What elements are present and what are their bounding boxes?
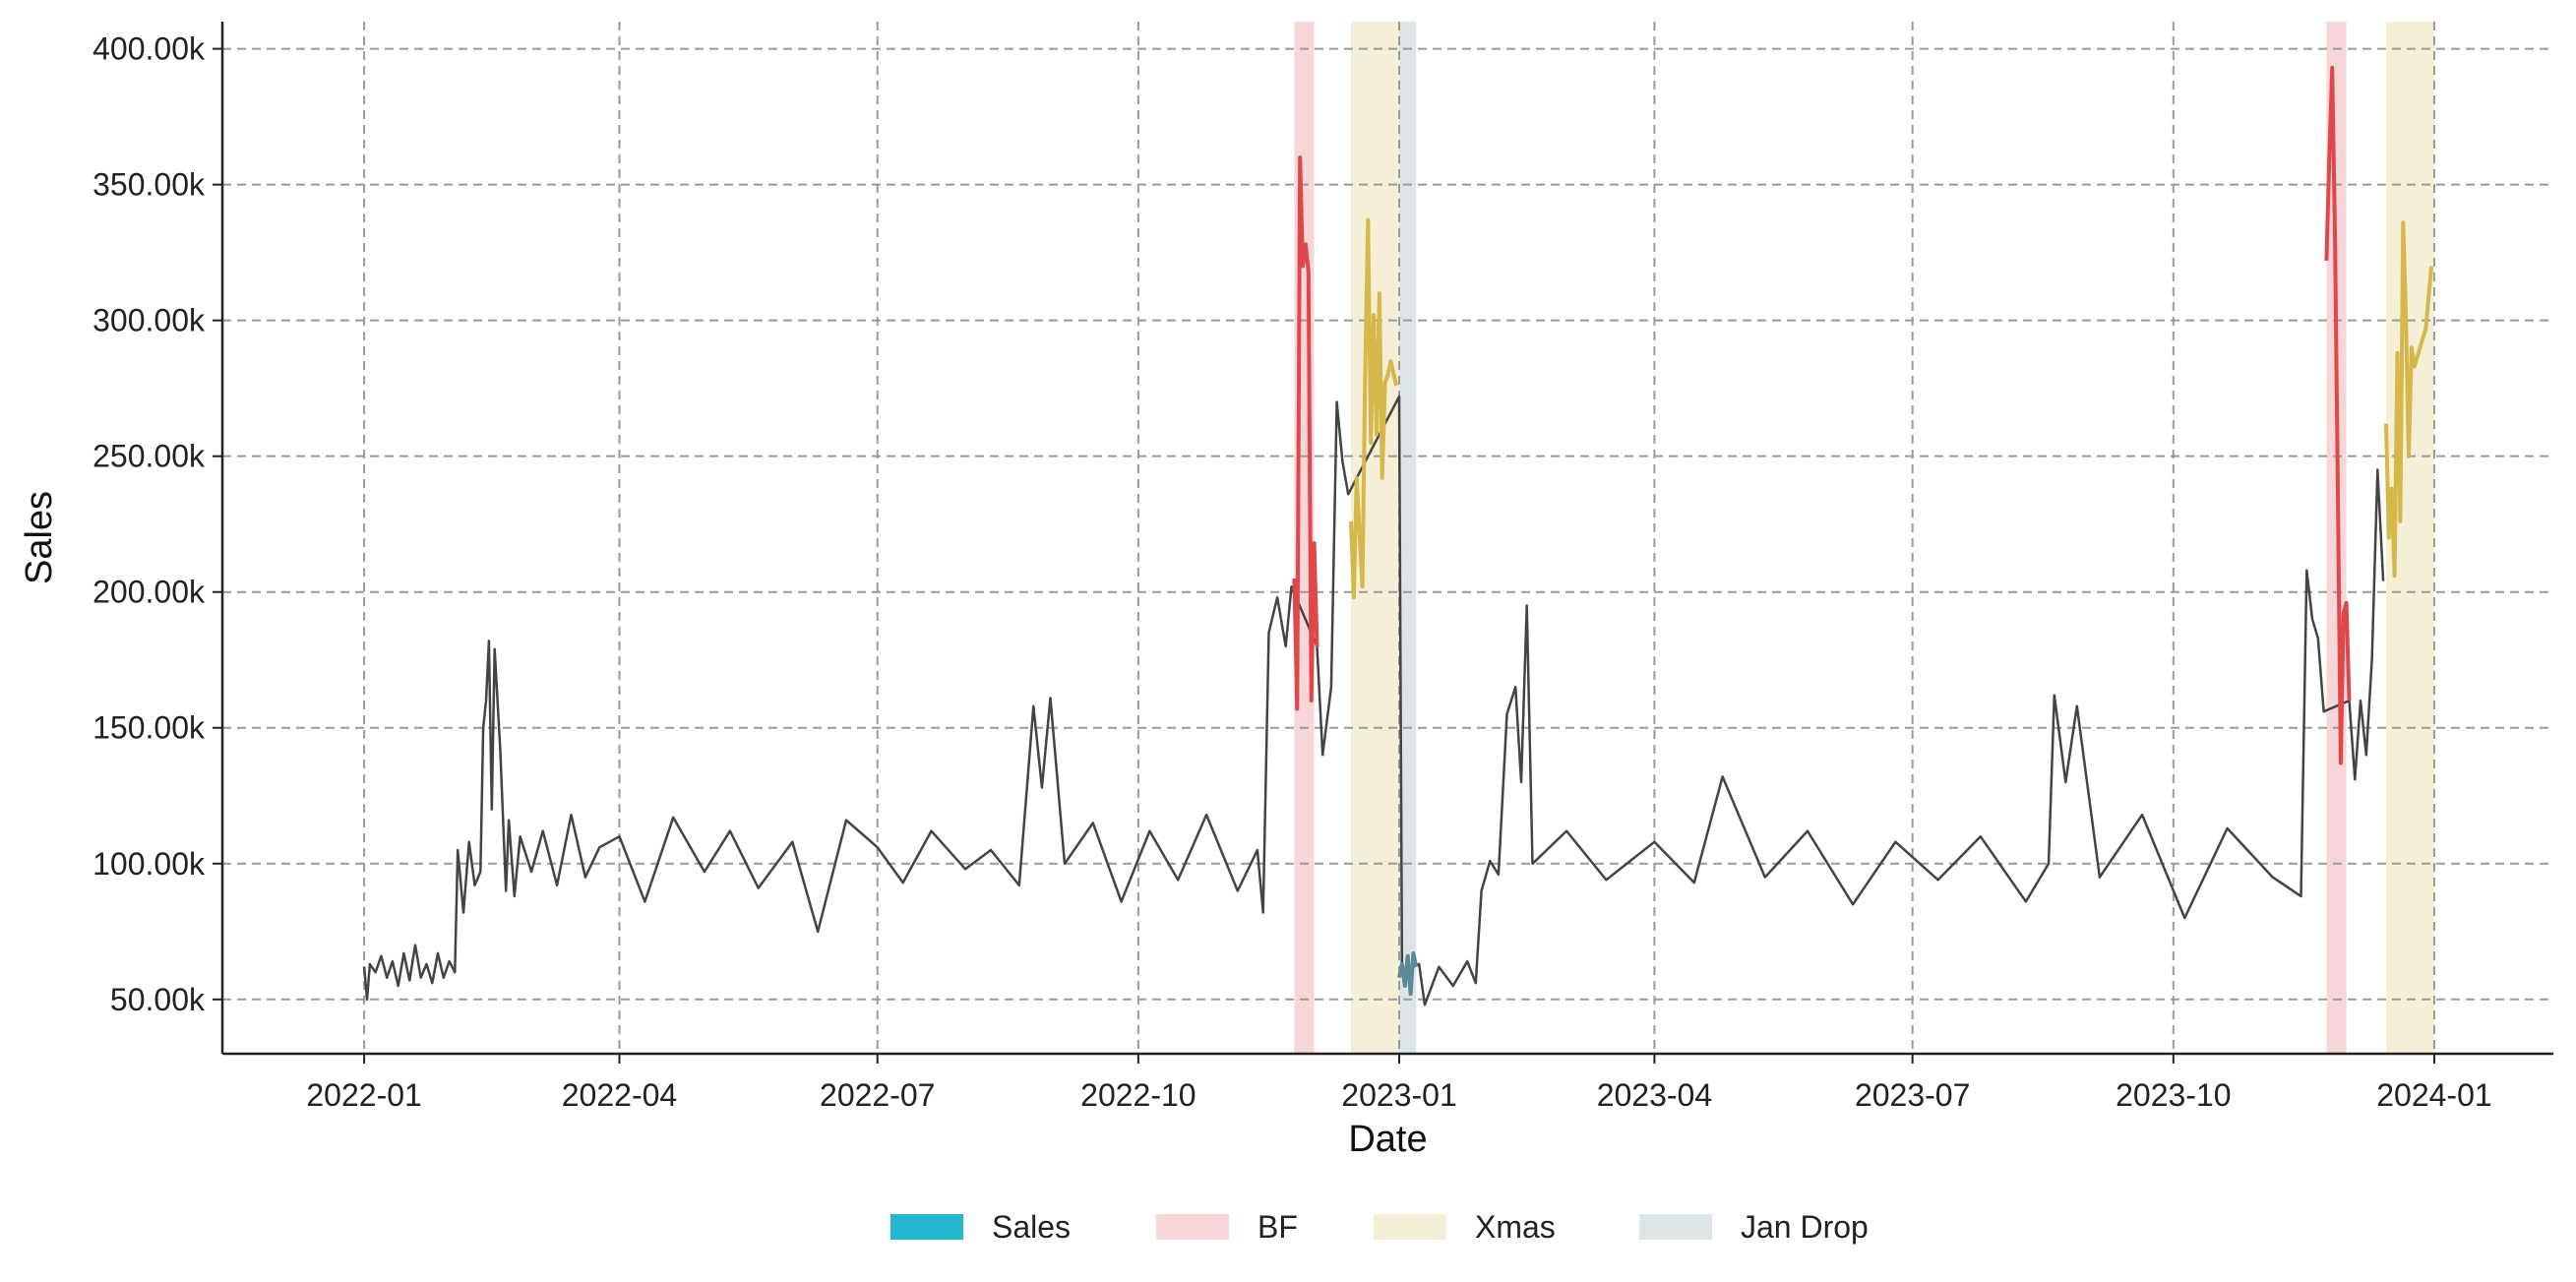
legend-swatch-sales [890, 1214, 963, 1240]
y-tick-label-3: 200.00k [92, 575, 206, 610]
legend-label-sales: Sales [992, 1209, 1071, 1245]
x-tick-label-0: 2022-01 [306, 1077, 421, 1113]
y-tick-labels: 50.00k 100.00k 150.00k 200.00k 250.00k 300.00… [92, 31, 222, 1017]
legend: Sales BF Xmas Jan Drop [890, 1209, 1869, 1245]
y-tick-label-1: 100.00k [92, 846, 206, 882]
x-tick-labels: 2022-01 2022-04 2022-07 2022-10 2023-01 2023-… [306, 1054, 2492, 1113]
x-tick-label-2: 2022-07 [820, 1077, 935, 1113]
legend-label-xmas: Xmas [1475, 1209, 1556, 1245]
series-lines [362, 65, 2434, 1007]
x-tick-label-5: 2023-04 [1597, 1077, 1712, 1113]
highlight-bands [1294, 22, 2434, 1054]
series-line-xmas-5 [2384, 220, 2434, 579]
y-tick-label-5: 300.00k [92, 303, 206, 338]
series-line-xmas-2 [1349, 217, 1399, 600]
y-tick-label-0: 50.00k [110, 982, 206, 1017]
x-tick-label-7: 2023-10 [2116, 1077, 2231, 1113]
y-tick-label-4: 250.00k [92, 439, 206, 474]
x-tick-label-1: 2022-04 [562, 1077, 677, 1113]
legend-swatch-xmas [1374, 1214, 1446, 1240]
series-line-bf-4 [2324, 65, 2352, 765]
legend-swatch-bf [1156, 1214, 1229, 1240]
x-tick-label-6: 2023-07 [1855, 1077, 1970, 1113]
series-line-bf-1 [1292, 155, 1319, 711]
y-tick-label-7: 400.00k [92, 31, 206, 67]
legend-label-bf: BF [1257, 1209, 1298, 1245]
series-line-jan-drop-3 [1397, 950, 1419, 997]
legend-swatch-jan-drop [1639, 1214, 1712, 1240]
gridlines [222, 22, 2553, 1054]
x-tick-label-4: 2023-01 [1341, 1077, 1456, 1113]
axes [220, 22, 2553, 1056]
x-tick-label-8: 2024-01 [2376, 1077, 2491, 1113]
y-axis-title: Sales [19, 491, 60, 584]
y-tick-label-6: 350.00k [92, 167, 206, 203]
series-line-sales-0 [362, 395, 2385, 1007]
x-tick-label-3: 2022-10 [1080, 1077, 1196, 1113]
band-jan-drop-2 [1399, 22, 1417, 1054]
x-axis-title: Date [1348, 1119, 1427, 1160]
y-tick-label-2: 150.00k [92, 710, 206, 746]
legend-label-jan-drop: Jan Drop [1741, 1209, 1869, 1245]
